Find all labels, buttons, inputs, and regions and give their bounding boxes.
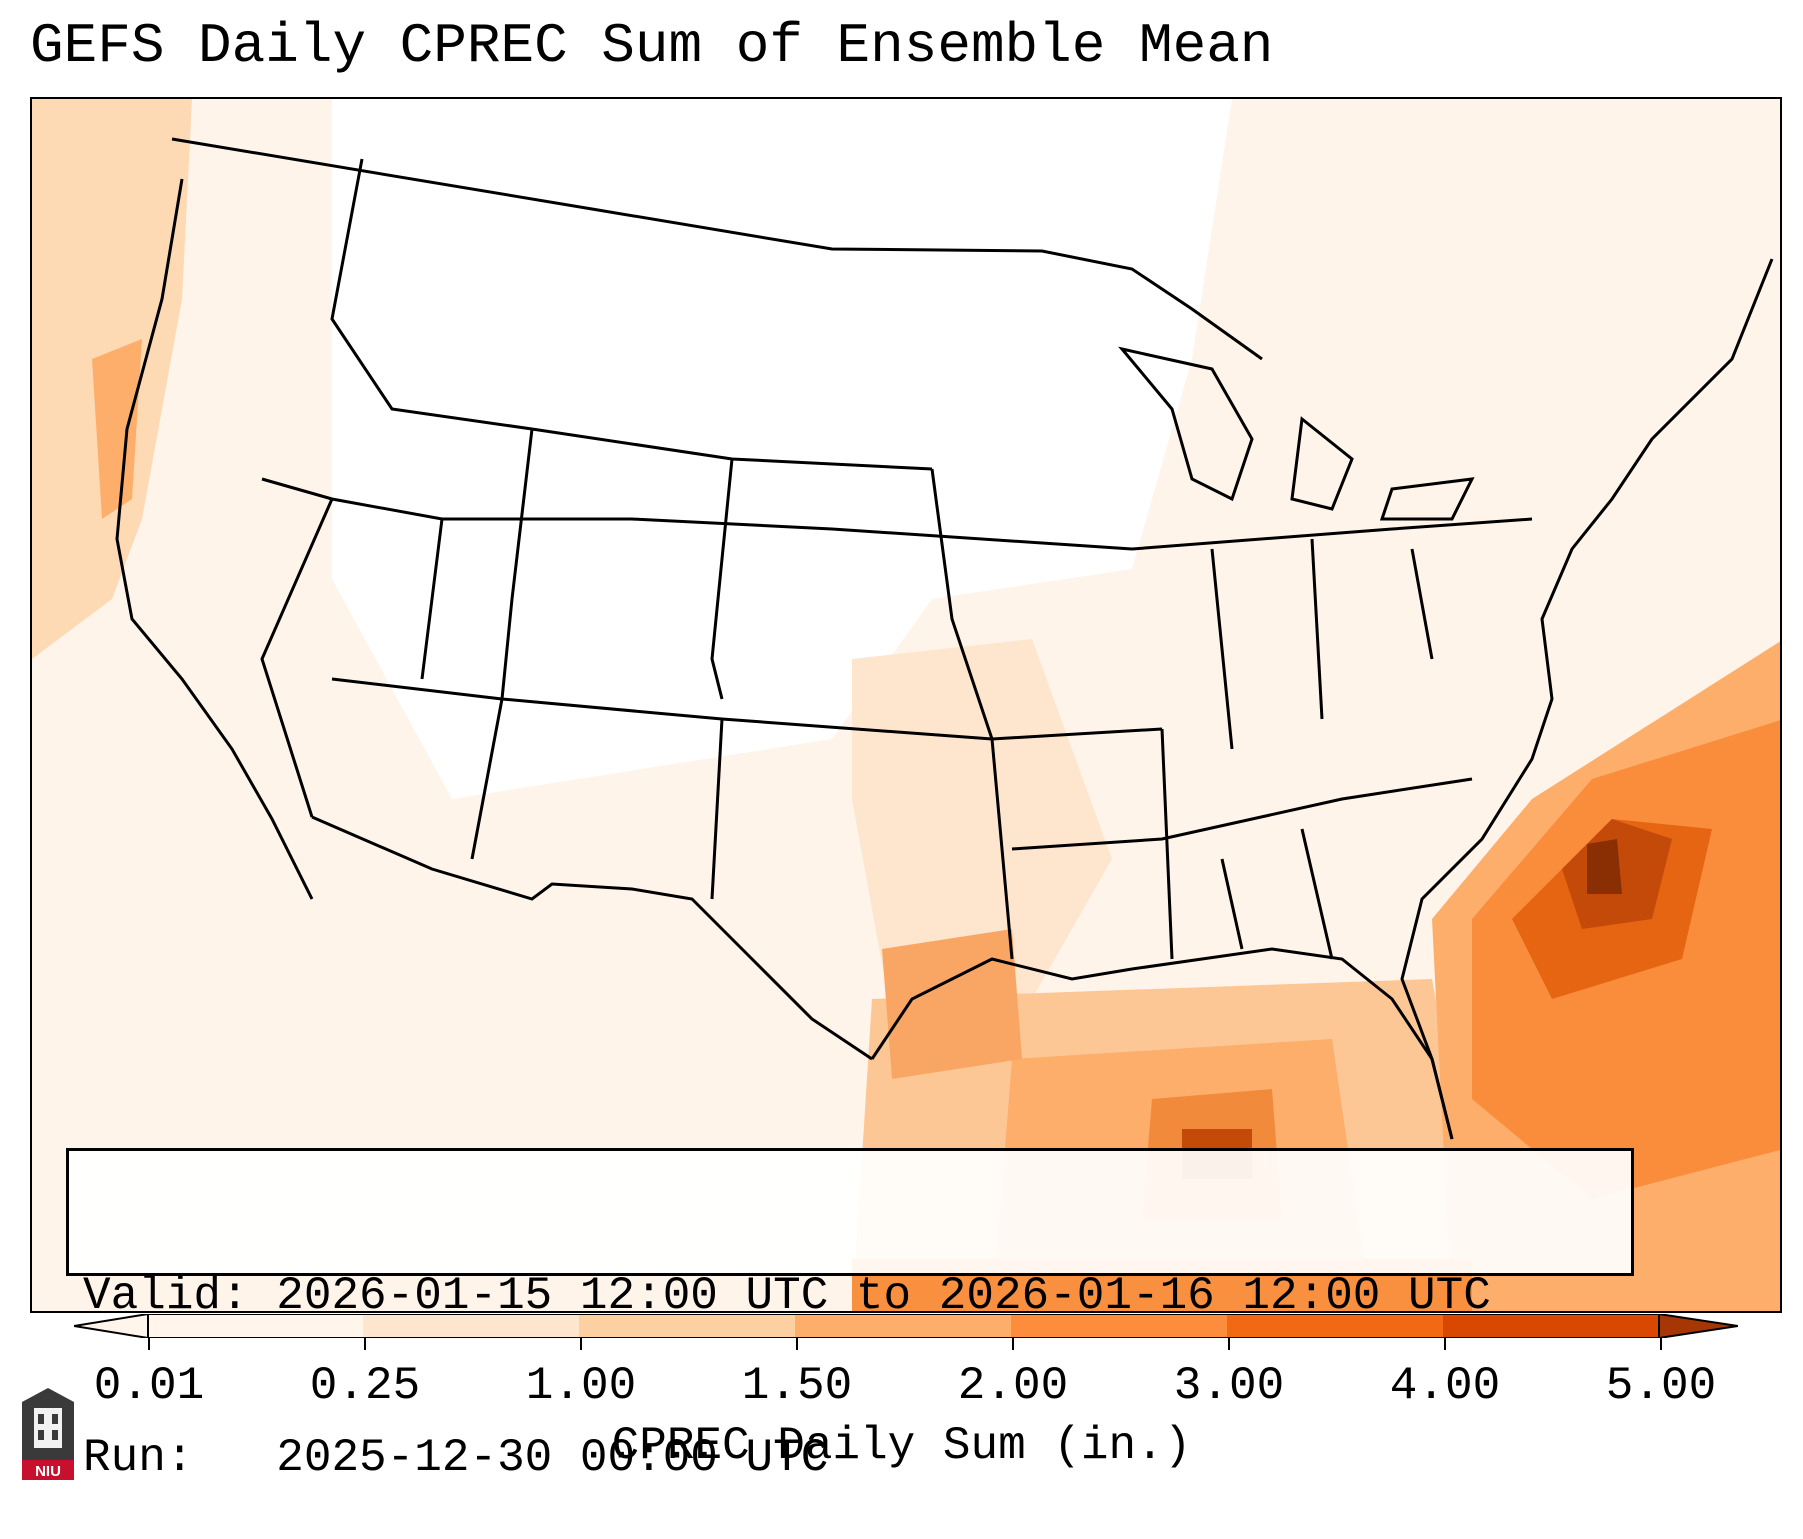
colorbar-tick-label: 0.01 xyxy=(93,1360,205,1412)
colorbar-tick xyxy=(1660,1338,1662,1350)
colorbar-segment-4 xyxy=(1011,1314,1227,1338)
run-line: Run: 2025-12-30 00:00 UTC xyxy=(83,1432,829,1484)
logo-text: NIU xyxy=(35,1463,61,1480)
colorbar-extend-low xyxy=(74,1314,149,1338)
colorbar-tick-label: 1.50 xyxy=(741,1360,853,1412)
colorbar-tick xyxy=(1228,1338,1230,1350)
colorbar-tick xyxy=(580,1338,582,1350)
colorbar-tick-label: 5.00 xyxy=(1605,1360,1717,1412)
colorbar-tick-label: 4.00 xyxy=(1389,1360,1501,1412)
map-panel[interactable] xyxy=(30,97,1782,1313)
chart-title: GEFS Daily CPREC Sum of Ensemble Mean xyxy=(30,14,1274,78)
colorbar-segment-3 xyxy=(795,1314,1011,1338)
colorbar-segment-6 xyxy=(1443,1314,1659,1338)
colorbar-segment-2 xyxy=(579,1314,795,1338)
colorbar-segment-1 xyxy=(363,1314,579,1338)
colorbar-tick-label: 0.25 xyxy=(309,1360,421,1412)
colorbar-tick-label: 3.00 xyxy=(1173,1360,1285,1412)
colorbar-tick xyxy=(1012,1338,1014,1350)
colorbar-tick xyxy=(364,1338,366,1350)
valid-time-box: Valid: 2026-01-15 12:00 UTC to 2026-01-1… xyxy=(66,1148,1634,1484)
colorbar-tick-label: 1.00 xyxy=(525,1360,637,1412)
colorbar xyxy=(74,1314,1738,1338)
colorbar-tick xyxy=(1444,1338,1446,1350)
niu-logo-icon: NIU xyxy=(22,1388,74,1480)
colorbar-tick xyxy=(148,1338,150,1350)
colorbar-tick-label: 2.00 xyxy=(957,1360,1069,1412)
precip-shading xyxy=(32,99,1780,1311)
colorbar-label: CPREC Daily Sum (in.) xyxy=(611,1420,1192,1472)
colorbar-segment-5 xyxy=(1227,1314,1443,1338)
colorbar-tick xyxy=(796,1338,798,1350)
state-borders xyxy=(115,137,1774,1140)
colorbar-extend-high xyxy=(1658,1314,1738,1338)
precip-map-svg xyxy=(32,99,1780,1311)
colorbar-segment-0 xyxy=(148,1314,363,1338)
